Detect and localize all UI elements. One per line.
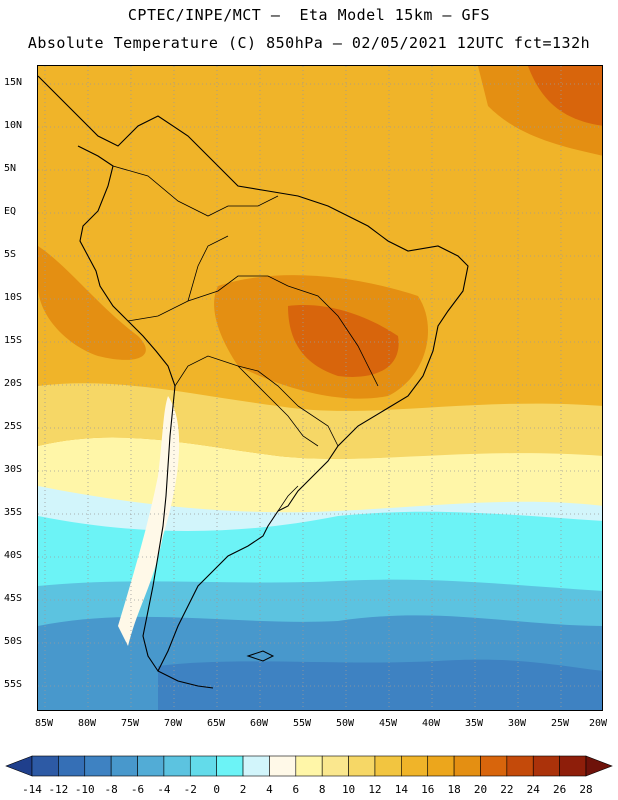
lat-label-20s: 20S (4, 378, 23, 389)
colorbar-label: 20 (473, 783, 488, 796)
lat-label-5s: 5S (4, 249, 17, 260)
country-borders (112, 165, 379, 512)
lon-label-35w: 35W (464, 718, 484, 729)
lon-label-65w: 65W (206, 718, 226, 729)
colorbar-end-low (5, 755, 33, 777)
hot-core-interior (288, 305, 399, 377)
colorbar-cell (269, 755, 297, 777)
colorbar-cell (532, 755, 560, 777)
colorbar-label: -12 (48, 783, 69, 796)
colorbar-cell (427, 755, 455, 777)
colorbar-label: -8 (104, 783, 118, 796)
colorbar-cell (163, 755, 191, 777)
lon-label-60w: 60W (249, 718, 269, 729)
andes-cool-strip (118, 396, 180, 646)
lon-label-80w: 80W (77, 718, 97, 729)
lon-label-50w: 50W (335, 718, 355, 729)
colorbar-label: 6 (292, 783, 300, 796)
lon-label-45w: 45W (378, 718, 398, 729)
south-america-coastline (38, 75, 469, 689)
colorbar-cell (480, 755, 508, 777)
lat-label-50s: 50S (4, 636, 23, 647)
colorbar-cell (31, 755, 59, 777)
lat-label-15n: 15N (4, 77, 23, 88)
band-blue-dark (158, 659, 602, 710)
colorbar-label: 18 (447, 783, 461, 796)
colorbar-label: 22 (500, 783, 514, 796)
lon-label-30w: 30W (507, 718, 527, 729)
lat-label-10s: 10S (4, 292, 23, 303)
colorbar-label: -2 (183, 783, 197, 796)
colorbar-label: 0 (213, 783, 220, 796)
falklands-outline (246, 650, 275, 662)
lat-label-eq: EQ (4, 206, 17, 217)
colorbar-cell (137, 755, 165, 777)
temperature-map (37, 65, 603, 711)
colorbar (5, 755, 613, 777)
lon-label-70w: 70W (163, 718, 183, 729)
lon-label-75w: 75W (120, 718, 140, 729)
map-title: CPTEC/INPE/MCT – Eta Model 15km – GFS (127, 6, 491, 24)
lon-label-25w: 25W (550, 718, 570, 729)
colorbar-cell (216, 755, 244, 777)
colorbar-cell (348, 755, 376, 777)
lat-label-40s: 40S (4, 550, 23, 561)
colorbar-label: 16 (421, 783, 435, 796)
map-canvas (38, 66, 602, 710)
colorbar-cells (5, 755, 613, 777)
colorbar-cell (506, 755, 534, 777)
colorbar-label: 28 (579, 783, 593, 796)
colorbar-label: 14 (394, 783, 408, 796)
colorbar-cell (559, 755, 587, 777)
lon-label-40w: 40W (421, 718, 441, 729)
colorbar-cell (401, 755, 429, 777)
colorbar-label: 8 (318, 783, 326, 796)
lon-label-55w: 55W (292, 718, 312, 729)
colorbar-cell (110, 755, 138, 777)
colorbar-cell (295, 755, 323, 777)
colorbar-label: 4 (266, 783, 273, 796)
lon-label-85w: 85W (34, 718, 54, 729)
map-subtitle: Absolute Temperature (C) 850hPa – 02/05/… (27, 34, 591, 52)
lat-label-5n: 5N (4, 163, 17, 174)
lon-label-20w: 20W (588, 718, 608, 729)
lat-label-45s: 45S (4, 593, 23, 604)
colorbar-cell (189, 755, 217, 777)
colorbar-cell (84, 755, 112, 777)
colorbar-cell (58, 755, 86, 777)
colorbar-label: -10 (74, 783, 95, 796)
colorbar-cell (242, 755, 270, 777)
colorbar-label: 26 (552, 783, 567, 796)
colorbar-label: -4 (157, 783, 171, 796)
colorbar-label: -14 (22, 783, 42, 796)
lat-label-35s: 35S (4, 507, 23, 518)
lat-label-10n: 10N (4, 120, 23, 131)
lat-label-25s: 25S (4, 421, 23, 432)
colorbar-label: 12 (368, 783, 382, 796)
colorbar-cell (374, 755, 402, 777)
colorbar-cell (453, 755, 481, 777)
colorbar-label: 24 (526, 783, 540, 796)
colorbar-label: 2 (239, 783, 247, 796)
hot-core-atlantic (528, 66, 602, 126)
hot-region-pacific (38, 246, 146, 360)
lat-label-15s: 15S (4, 335, 23, 346)
colorbar-end-high (585, 755, 613, 777)
colorbar-label: -6 (130, 783, 145, 796)
lat-label-30s: 30S (4, 464, 23, 475)
colorbar-label: 10 (341, 783, 356, 796)
colorbar-cell (321, 755, 349, 777)
lat-label-55s: 55S (4, 679, 23, 690)
